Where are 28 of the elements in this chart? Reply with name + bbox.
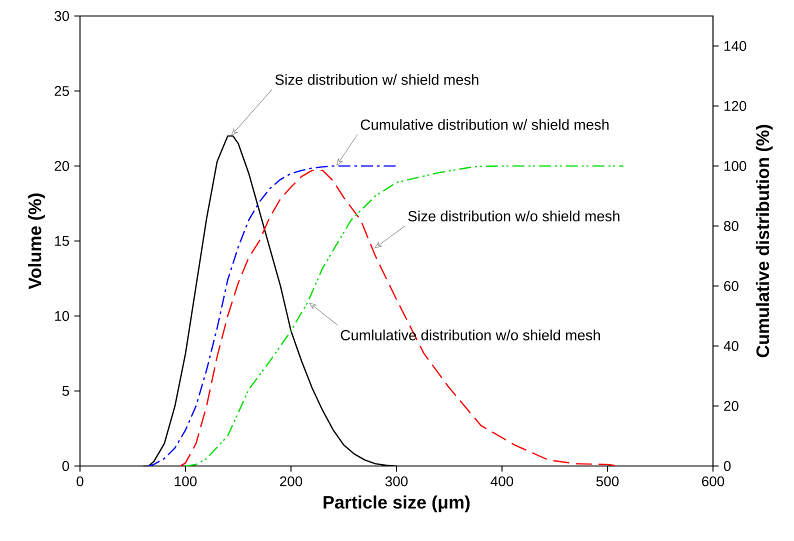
y-axis-title: Volume (%) <box>28 194 45 290</box>
annotation: Size distribution w/o shield mesh <box>408 210 620 222</box>
x-tick-label: 0 <box>76 476 84 486</box>
annotation: Size distribution w/ shield mesh <box>275 74 478 85</box>
y-tick-label: 5 <box>62 386 70 396</box>
y-tick-label: 10 <box>55 311 70 321</box>
y2-tick-label: 40 <box>724 341 738 351</box>
y-tick-label: 0 <box>62 461 70 471</box>
y2-tick-label: 60 <box>724 281 738 291</box>
y2-tick-label: 80 <box>724 221 738 231</box>
x-tick-label: 300 <box>385 476 408 486</box>
x-tick-label: 600 <box>702 476 724 486</box>
y-tick-label: 20 <box>54 161 70 171</box>
y2-tick-label: 20 <box>724 401 738 411</box>
y2-tick-label: 0 <box>724 461 731 471</box>
y2-tick-label: 140 <box>724 41 746 51</box>
y-tick-label: 30 <box>54 11 70 21</box>
y-tick-label: 15 <box>55 236 70 246</box>
x-tick-label: 400 <box>490 476 514 486</box>
annotation: Cumulative distribution w/ shield mesh <box>360 119 609 130</box>
y-tick-label: 25 <box>54 86 70 96</box>
y2-tick-label: 120 <box>724 101 746 111</box>
x-tick-label: 100 <box>174 476 197 486</box>
x-tick-label: 200 <box>280 476 302 486</box>
x-axis-title: Particle size (μm) <box>324 495 470 512</box>
y2-tick-label: 100 <box>724 161 746 171</box>
y2-axis-title: Cumulative distribution (%) <box>756 124 773 358</box>
x-tick-label: 500 <box>596 476 619 486</box>
